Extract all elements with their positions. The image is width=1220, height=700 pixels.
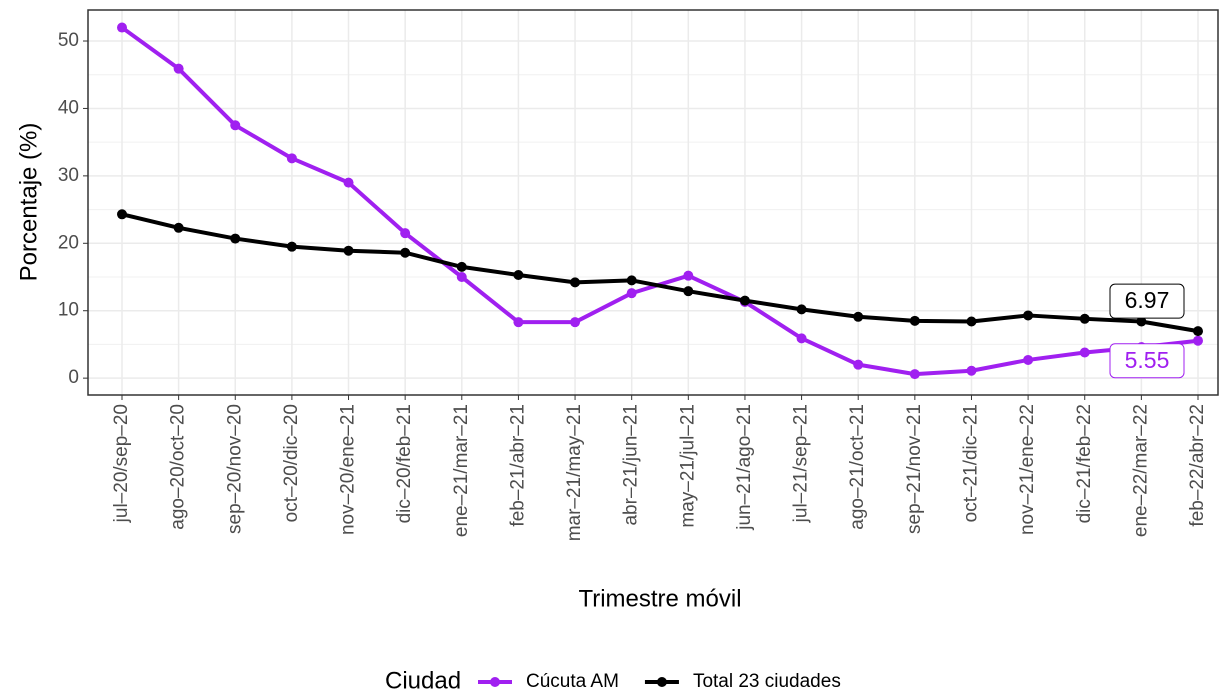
- data-point: [117, 209, 127, 220]
- y-tick-label: 30: [58, 165, 79, 186]
- data-point: [1136, 316, 1147, 327]
- end-label: 6.97: [1109, 283, 1185, 319]
- data-point: [343, 177, 354, 188]
- x-tick-label: nov–21/ene–22: [1017, 404, 1038, 535]
- x-tick-label: dic–21/feb–22: [1074, 404, 1095, 523]
- data-point: [286, 241, 297, 252]
- x-tick-label: ene–21/mar–21: [451, 404, 472, 537]
- data-point: [456, 272, 467, 283]
- series-line: [121, 212, 1199, 334]
- data-point: [1193, 326, 1203, 337]
- y-axis-label: Porcentaje (%): [15, 123, 42, 282]
- x-tick-label: abr–21/jun–21: [621, 404, 642, 526]
- data-point: [853, 359, 864, 370]
- end-label: 5.55: [1109, 343, 1185, 379]
- data-point: [909, 369, 920, 380]
- data-point: [909, 315, 920, 326]
- data-point: [966, 316, 977, 327]
- y-tick-label: 40: [58, 97, 79, 118]
- data-point: [117, 22, 127, 33]
- data-point: [513, 317, 524, 328]
- x-tick-label: jul–20/sep–20: [111, 404, 132, 523]
- data-point: [1023, 354, 1034, 365]
- data-point: [626, 288, 637, 299]
- data-point: [173, 222, 184, 233]
- x-axis-label: Trimestre móvil: [578, 585, 741, 612]
- x-tick-label: ago–20/oct–20: [168, 404, 189, 530]
- x-tick-label: ago–21/oct–21: [847, 404, 868, 530]
- y-tick-label: 0: [68, 367, 79, 388]
- data-point: [173, 63, 184, 74]
- x-tick-label: oct–20/dic–20: [281, 404, 302, 522]
- data-point: [456, 261, 467, 272]
- x-tick-label: nov–20/ene–21: [338, 404, 359, 535]
- data-point: [513, 269, 524, 280]
- data-point: [683, 286, 694, 297]
- data-point: [1023, 310, 1034, 321]
- legend-label: Total 23 ciudades: [693, 671, 841, 692]
- x-tick-label: oct–21/dic–21: [960, 404, 981, 522]
- end-label-text: 6.97: [1125, 287, 1170, 313]
- y-tick-label: 50: [58, 30, 79, 51]
- data-point: [626, 275, 637, 286]
- x-tick-label: mar–21/may–21: [564, 404, 585, 541]
- legend-label: Cúcuta AM: [526, 671, 619, 692]
- data-point: [683, 270, 694, 281]
- x-tick-label: jul–21/sep–21: [791, 404, 812, 523]
- data-point: [400, 228, 411, 239]
- data-point: [966, 365, 977, 376]
- data-point: [796, 304, 807, 315]
- data-point: [230, 120, 241, 131]
- x-tick-label: jun–21/ago–21: [734, 404, 755, 531]
- end-label-box: [1109, 283, 1185, 319]
- x-tick-label: feb–22/abr–22: [1187, 404, 1208, 527]
- x-tick-label: may–21/jul–21: [677, 404, 698, 528]
- x-tick-label: sep–20/nov–20: [224, 404, 245, 534]
- x-tick-label: dic–20/feb–21: [394, 404, 415, 523]
- data-point: [570, 317, 581, 328]
- data-point: [1193, 335, 1203, 346]
- x-tick-label: ene–22/mar–22: [1130, 404, 1151, 537]
- legend-point: [656, 677, 667, 687]
- plot-border: [87, 9, 1219, 396]
- end-label-box: [1109, 343, 1185, 379]
- data-point: [1079, 347, 1090, 358]
- data-point: [853, 311, 864, 322]
- end-label-text: 5.55: [1125, 347, 1170, 373]
- x-tick-label: sep–21/nov–21: [904, 404, 925, 534]
- data-point: [570, 277, 581, 288]
- data-point: [1079, 313, 1090, 324]
- legend-title: Ciudad: [385, 667, 461, 694]
- data-point: [286, 153, 297, 164]
- data-point: [343, 245, 354, 256]
- x-tick-label: feb–21/abr–21: [507, 404, 528, 527]
- data-point: [230, 233, 241, 244]
- legend-point: [490, 677, 500, 687]
- data-point: [796, 333, 807, 344]
- y-tick-label: 10: [58, 300, 79, 321]
- data-point: [400, 247, 411, 258]
- data-point: [739, 295, 750, 306]
- y-tick-label: 20: [58, 232, 79, 253]
- plot-background: [88, 10, 1218, 395]
